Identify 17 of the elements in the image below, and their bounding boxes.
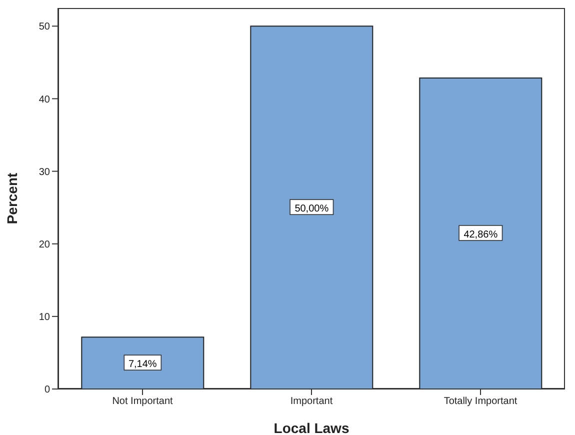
- y-axis-title: Percent: [4, 172, 20, 224]
- x-tick-label: Important: [290, 396, 333, 408]
- data-label: 7,14%: [128, 359, 157, 370]
- bar: [81, 336, 204, 389]
- x-tick-label: Not Important: [112, 396, 174, 408]
- y-tick-label: 30: [38, 166, 50, 178]
- y-tick-label: 50: [38, 22, 50, 33]
- data-label: 50,00%: [294, 204, 329, 215]
- x-tick-label: Totally Important: [444, 396, 518, 408]
- y-tick-label: 40: [38, 94, 50, 106]
- y-tick-label: 20: [38, 239, 50, 250]
- y-tick-label: 10: [38, 312, 50, 323]
- x-axis-title: Local Laws: [274, 420, 350, 435]
- bar: [419, 77, 542, 389]
- y-tick-label: 0: [44, 384, 50, 396]
- data-label: 42,86%: [464, 229, 498, 240]
- bar: [250, 26, 374, 389]
